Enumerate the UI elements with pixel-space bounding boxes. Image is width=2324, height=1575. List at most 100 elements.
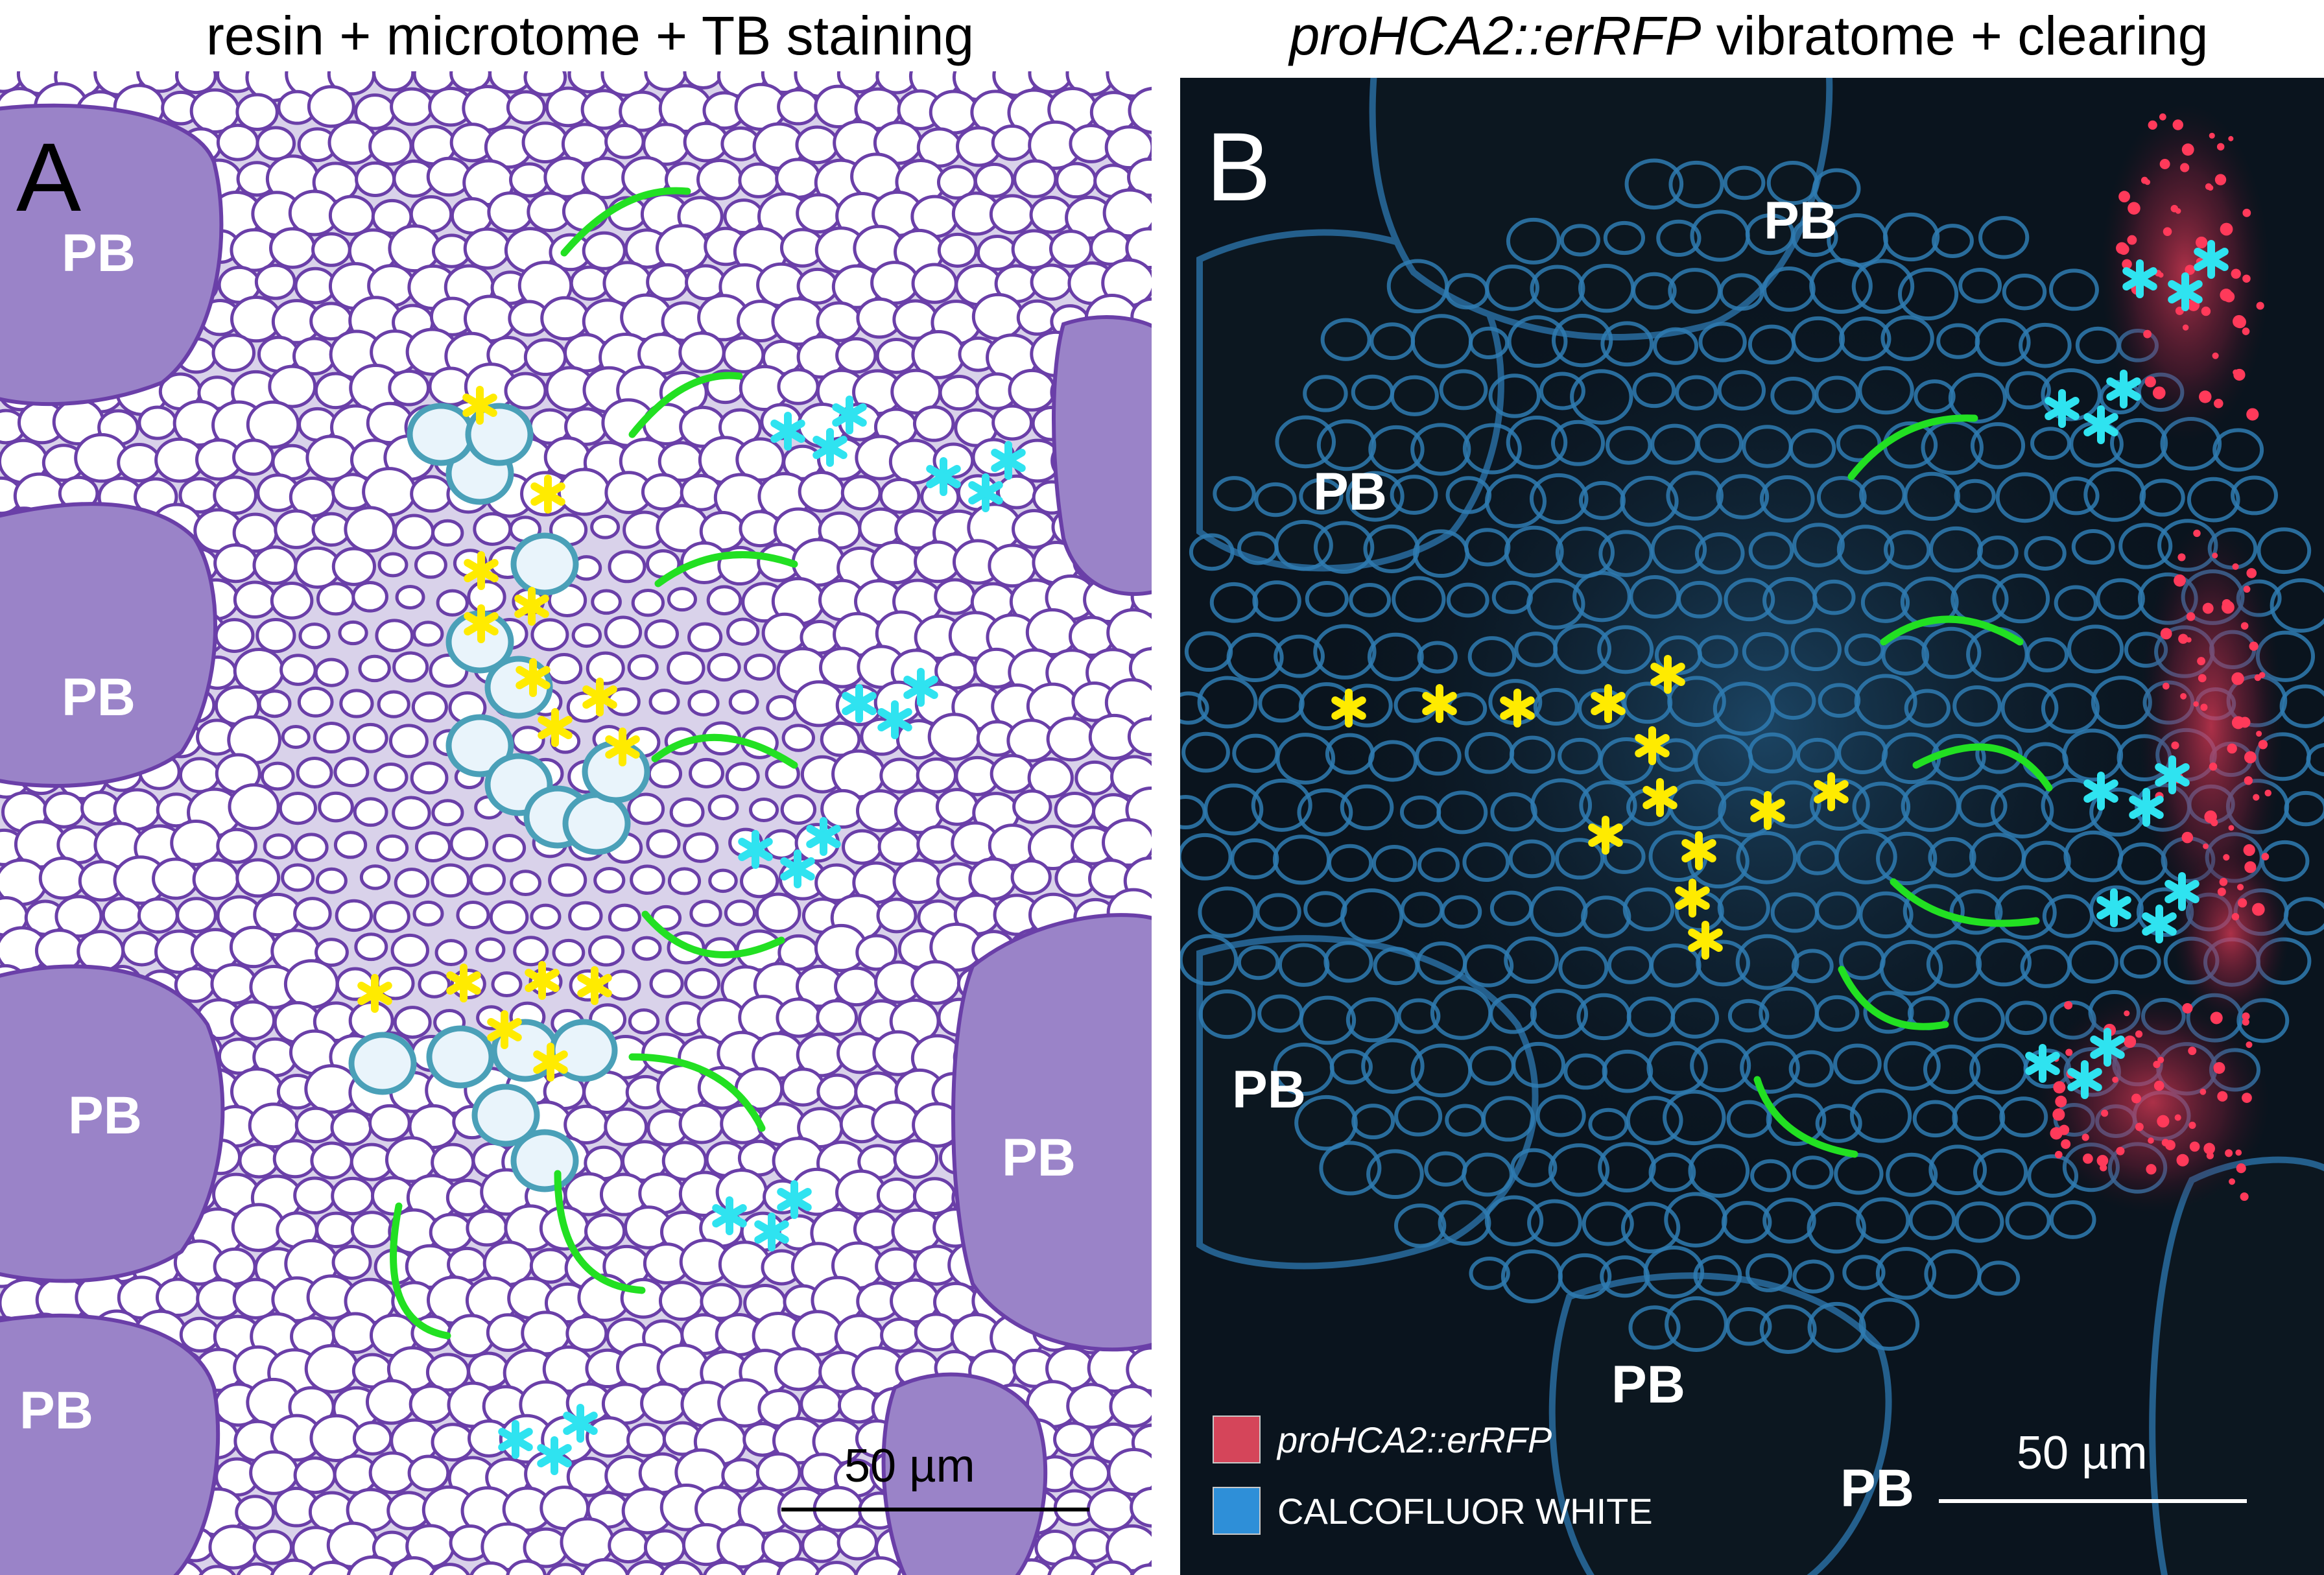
cell <box>178 757 220 794</box>
cell <box>235 93 279 131</box>
cell <box>631 589 665 617</box>
cell <box>216 123 259 161</box>
cell-outline <box>1818 683 1861 718</box>
cell-outline <box>1858 1297 1920 1351</box>
cell-outline <box>1858 891 1914 939</box>
cell <box>491 971 523 998</box>
cell-outline <box>2005 371 2051 410</box>
yellow-asterisk <box>1650 655 1685 694</box>
cell <box>669 797 705 827</box>
cell-outline <box>1886 1152 1938 1197</box>
rfp-punctum <box>2249 641 2259 651</box>
cell <box>1126 1346 1152 1393</box>
cell <box>545 653 583 685</box>
cell-outline <box>2030 427 2071 460</box>
rfp-punctum <box>2242 1012 2250 1021</box>
cell <box>820 721 861 757</box>
rfp-punctum <box>2217 1091 2228 1102</box>
cell <box>372 71 415 92</box>
cell-outline <box>2270 578 2324 633</box>
cell <box>938 374 980 411</box>
cell-outline <box>1469 1257 1510 1290</box>
cell-outline <box>1254 482 1297 517</box>
cell-outline <box>1740 1041 1800 1094</box>
cell-outline <box>1735 934 1799 990</box>
panel-b-letter: B <box>1206 112 1272 221</box>
cell <box>914 1312 958 1352</box>
cell <box>1012 789 1052 824</box>
green-arc <box>628 1053 766 1132</box>
cell <box>683 832 719 863</box>
cell-outline <box>1880 315 1934 361</box>
rfp-punctum <box>2231 268 2241 279</box>
cell-outline <box>1323 941 1373 983</box>
cell <box>540 296 590 341</box>
cell-outline <box>1275 733 1336 785</box>
cell <box>376 834 409 862</box>
rfp-punctum <box>2124 1010 2130 1017</box>
cell <box>1055 161 1097 199</box>
cell-outline <box>1792 523 1845 567</box>
cell-outline <box>1858 366 1914 415</box>
cell <box>790 1167 844 1216</box>
yellow-asterisk <box>1675 879 1710 918</box>
cell <box>270 582 314 620</box>
cell <box>800 1384 843 1423</box>
cell-outline <box>1548 1143 1610 1197</box>
cell-outline <box>1626 1096 1683 1145</box>
cell <box>310 1141 353 1179</box>
cell-outline <box>2054 585 2098 621</box>
cell <box>394 868 430 898</box>
cell <box>626 1423 667 1458</box>
cell-outline <box>1863 991 1914 1034</box>
cell-outline <box>1603 220 1646 255</box>
cell-outline <box>1792 1259 1834 1294</box>
cell <box>236 1562 278 1575</box>
cell <box>339 689 374 718</box>
cell <box>934 578 977 615</box>
cell <box>412 900 444 927</box>
rfp-punctum <box>2186 637 2192 643</box>
cell-outline <box>1796 737 1839 773</box>
cell <box>706 585 742 616</box>
cell <box>297 686 334 718</box>
cell <box>368 1104 411 1142</box>
cell <box>330 1109 373 1146</box>
cell <box>208 1524 259 1570</box>
cell <box>1013 159 1058 198</box>
cell-outline <box>1275 415 1336 469</box>
yellow-asterisk <box>1688 921 1723 960</box>
cell-outline <box>1851 259 1915 314</box>
cell <box>840 475 882 511</box>
cell-outline <box>1504 936 1559 984</box>
cell <box>281 724 311 750</box>
cell-outline <box>1697 635 1738 669</box>
cell <box>888 438 940 485</box>
rfp-punctum <box>2181 143 2194 156</box>
cell <box>390 87 434 126</box>
cell <box>584 1213 626 1250</box>
cell <box>213 543 259 584</box>
cell <box>308 1560 356 1575</box>
cell <box>238 1143 279 1179</box>
cell <box>328 195 375 236</box>
cell-outline <box>1816 476 1867 518</box>
cell <box>469 864 506 895</box>
cell-outline <box>1791 316 1845 362</box>
cell <box>390 933 429 967</box>
cell-outline <box>1668 160 1724 209</box>
cell <box>389 1556 438 1575</box>
cell-outline <box>1529 473 1589 525</box>
rfp-punctum <box>2143 329 2152 338</box>
cell-outline <box>1340 888 1404 944</box>
cell-outline <box>1815 995 1860 1032</box>
panel-b-scale-label: 50 µm <box>2017 1427 2148 1479</box>
cell <box>911 263 958 304</box>
rfp-punctum <box>2220 222 2233 236</box>
green-arc <box>1912 743 2053 792</box>
cell <box>174 71 217 95</box>
cell <box>268 364 317 409</box>
cell-outline <box>1553 623 1612 674</box>
cell-outline <box>1198 989 1256 1039</box>
cell <box>1049 230 1093 268</box>
